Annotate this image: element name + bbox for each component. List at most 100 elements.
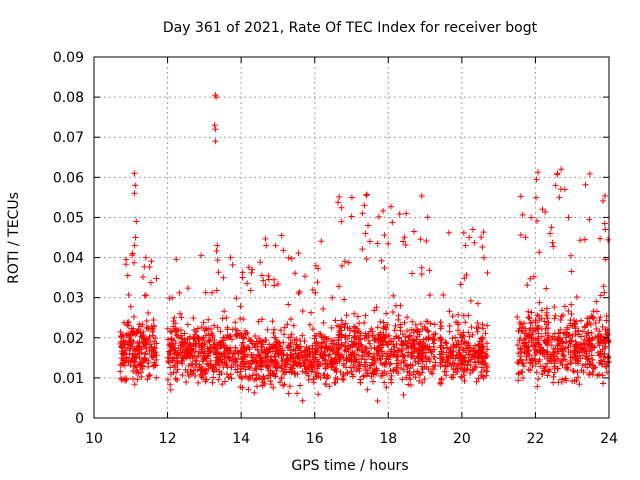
data-point (171, 354, 178, 361)
data-point (423, 358, 430, 365)
data-point (383, 384, 390, 391)
data-point (544, 355, 551, 362)
data-point (194, 366, 201, 373)
data-point (221, 378, 228, 385)
data-point (127, 345, 134, 352)
data-point (462, 242, 469, 249)
data-point (418, 271, 425, 278)
data-point (529, 362, 536, 369)
data-point (409, 270, 416, 277)
data-point (255, 372, 262, 379)
data-point (351, 327, 358, 334)
data-point (413, 336, 420, 343)
data-point (278, 375, 285, 382)
chart-title: Day 361 of 2021, Rate Of TEC Index for r… (163, 20, 538, 36)
data-point (600, 380, 607, 387)
data-point (130, 338, 137, 345)
y-tick-label: 0 (75, 411, 84, 427)
data-point (171, 314, 178, 321)
data-point (164, 358, 171, 365)
data-point (596, 328, 603, 335)
data-point (460, 312, 467, 319)
data-point (576, 349, 583, 356)
data-point (458, 373, 465, 380)
data-point (382, 339, 389, 346)
data-point (148, 344, 155, 351)
data-point (417, 341, 424, 348)
data-point (175, 345, 182, 352)
data-point (363, 345, 370, 352)
data-point (438, 380, 445, 387)
data-point (123, 256, 130, 263)
data-point (218, 359, 225, 366)
data-point (285, 301, 292, 308)
data-point (218, 338, 225, 345)
data-point (312, 369, 319, 376)
data-point (380, 325, 387, 332)
data-point (473, 363, 480, 370)
data-point (310, 376, 317, 383)
data-point (255, 318, 262, 325)
data-point (271, 353, 278, 360)
data-point (543, 305, 550, 312)
data-point (387, 337, 394, 344)
data-point (544, 315, 551, 322)
data-point (484, 269, 491, 276)
data-point (527, 367, 534, 374)
data-point (479, 321, 486, 328)
data-point (129, 250, 136, 257)
data-point (237, 384, 244, 391)
data-point (271, 326, 278, 333)
data-point (579, 362, 586, 369)
data-point (137, 361, 144, 368)
data-point (430, 343, 437, 350)
data-point (179, 335, 186, 342)
data-point (528, 355, 535, 362)
data-point (459, 366, 466, 373)
data-point (536, 249, 543, 256)
data-point (229, 326, 236, 333)
data-point (141, 263, 148, 270)
y-tick-label: 0.01 (53, 371, 84, 387)
data-point (514, 341, 521, 348)
data-point (305, 376, 312, 383)
data-point (146, 371, 153, 378)
data-point (561, 186, 568, 193)
data-point (190, 335, 197, 342)
data-point (478, 360, 485, 367)
data-point (353, 367, 360, 374)
data-point (190, 315, 197, 322)
data-point (140, 328, 147, 335)
data-point (279, 347, 286, 354)
data-point (232, 366, 239, 373)
data-point (164, 376, 171, 383)
data-point (401, 357, 408, 364)
data-point (282, 362, 289, 369)
y-tick-label: 0.03 (53, 291, 84, 307)
data-point (350, 362, 357, 369)
data-point (220, 364, 227, 371)
data-point (379, 338, 386, 345)
data-point (265, 272, 272, 279)
data-point (540, 349, 547, 356)
data-point (342, 320, 349, 327)
data-point (341, 296, 348, 303)
data-point (194, 325, 201, 332)
data-point (577, 237, 584, 244)
data-point (584, 330, 591, 337)
data-point (322, 356, 329, 363)
data-point (564, 326, 571, 333)
data-point (135, 343, 142, 350)
data-point (370, 378, 377, 385)
data-point (369, 369, 376, 376)
data-point (338, 218, 345, 225)
data-point (525, 308, 532, 315)
data-point (124, 272, 131, 279)
data-point (319, 354, 326, 361)
data-point (339, 321, 346, 328)
data-point (341, 258, 348, 265)
data-point (329, 361, 336, 368)
data-point (563, 361, 570, 368)
data-point (228, 336, 235, 343)
data-point (602, 226, 609, 233)
